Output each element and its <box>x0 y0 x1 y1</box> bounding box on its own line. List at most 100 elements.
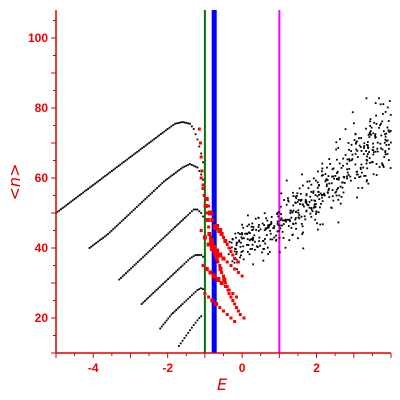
red-point <box>204 267 209 271</box>
arc-point <box>161 182 164 184</box>
scatter-point <box>275 239 277 242</box>
arc-point <box>189 122 191 125</box>
arc-point <box>194 321 197 324</box>
arc-point <box>166 128 169 130</box>
arc-point <box>119 221 121 224</box>
scatter-point <box>369 120 371 123</box>
red-point <box>205 218 210 222</box>
scatter-point <box>355 148 358 151</box>
scatter-point <box>301 173 303 176</box>
scatter-point <box>294 217 297 219</box>
scatter-point <box>346 158 349 161</box>
scatter-point <box>346 171 349 174</box>
scatter-point <box>279 205 282 208</box>
x-tick-label: 0 <box>239 361 246 375</box>
scatter-point <box>365 158 368 161</box>
scatter-point <box>276 213 278 215</box>
scatter-point <box>259 228 262 231</box>
arc-point <box>202 215 204 218</box>
y-tick-label: 100 <box>28 31 48 45</box>
scatter-point <box>368 131 371 134</box>
scatter-point <box>265 234 268 237</box>
scatter-point <box>348 158 351 161</box>
arc-point <box>141 201 143 204</box>
scatter-point <box>338 176 340 179</box>
scatter-point <box>381 120 384 123</box>
scatter-point <box>302 203 304 206</box>
scatter-point <box>374 136 377 139</box>
scatter-point <box>284 220 287 223</box>
scatter-point <box>233 250 236 253</box>
scatter-point <box>366 153 369 156</box>
scatter-point <box>346 175 348 178</box>
scatter-point <box>269 223 272 226</box>
scatter-point <box>268 223 271 226</box>
arc-point <box>102 176 105 179</box>
scatter-point <box>306 180 309 183</box>
scatter-point <box>291 211 294 214</box>
scatter-point <box>252 226 255 228</box>
scatter-point <box>344 154 347 156</box>
arc-point <box>130 210 133 213</box>
scatter-point <box>354 152 357 155</box>
scatter-point <box>251 247 253 250</box>
red-point <box>219 281 224 285</box>
scatter-point <box>341 186 344 189</box>
scatter-point <box>308 180 311 183</box>
arc-point <box>192 292 195 295</box>
scatter-point <box>388 131 391 133</box>
x-tick-label: 2 <box>313 361 320 375</box>
arc-point <box>155 289 158 291</box>
scatter-point <box>238 239 241 242</box>
arc-point <box>189 212 191 214</box>
arc-point <box>176 269 179 271</box>
arc-point <box>157 287 160 290</box>
scatter-point <box>316 222 318 225</box>
scatter-point <box>246 238 249 241</box>
arc-point <box>166 178 169 180</box>
scatter-point <box>331 195 334 198</box>
scatter-point <box>314 205 317 208</box>
arc-point <box>181 339 184 342</box>
arc-point <box>170 275 173 277</box>
scatter-point <box>242 226 245 229</box>
scatter-point <box>357 187 360 189</box>
red-point <box>225 313 229 316</box>
arc-point <box>180 220 183 222</box>
scatter-point <box>280 192 283 195</box>
scatter-point <box>347 142 350 144</box>
scatter-point <box>252 263 255 266</box>
scatter-point <box>371 148 374 151</box>
arc-point <box>153 290 156 293</box>
scatter-point <box>254 217 257 220</box>
scatter-point <box>297 209 300 212</box>
red-point <box>201 183 205 187</box>
red-point <box>229 316 233 320</box>
scatter-point <box>296 200 299 203</box>
arc-point <box>192 164 195 167</box>
arc-point <box>172 227 175 230</box>
scatter-point <box>277 211 280 214</box>
red-point <box>213 224 220 230</box>
scatter-point <box>236 268 239 271</box>
scatter-point <box>240 251 243 254</box>
arc-point <box>136 261 139 263</box>
arc-point <box>73 198 76 200</box>
scatter-point <box>385 132 388 135</box>
scatter-point <box>317 211 320 214</box>
scatter-point <box>327 175 330 178</box>
arc-point <box>194 254 197 256</box>
scatter-point <box>266 226 269 229</box>
scatter-point <box>339 138 341 141</box>
scatter-point <box>365 162 368 165</box>
scatter-point <box>301 184 304 187</box>
scatter-point <box>314 218 317 221</box>
scatter-point <box>341 181 344 184</box>
scatter-point <box>268 251 271 253</box>
scatter-point <box>383 156 386 158</box>
arc-point <box>95 242 98 244</box>
x-tick-label: -4 <box>88 361 99 375</box>
scatter-point <box>273 225 276 227</box>
scatter-point <box>375 114 377 117</box>
scatter-point <box>263 229 266 232</box>
